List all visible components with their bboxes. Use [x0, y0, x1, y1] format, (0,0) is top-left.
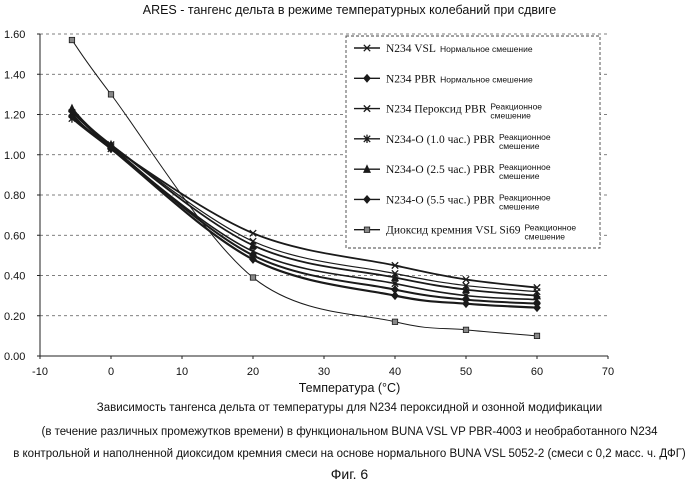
legend-series-note: Реакционное [525, 223, 577, 233]
figure-number: Фиг. 6 [330, 466, 369, 482]
data-point [462, 326, 470, 333]
data-point [68, 106, 76, 115]
data-point [68, 36, 76, 44]
legend-marker [363, 194, 371, 204]
legend-series-note: Нормальное смешение [440, 44, 533, 54]
y-tick-label: 1.60 [4, 29, 25, 41]
caption-line-1: Зависимость тангенса дельта от температу… [96, 402, 603, 414]
y-tick-label: 0.60 [4, 230, 25, 242]
x-tick-label: 0 [108, 366, 114, 378]
legend-series-name: N234-O (5.5 час.) PBR [386, 194, 495, 206]
legend-series-note: Нормальное смешение [440, 74, 533, 84]
data-point [249, 229, 257, 237]
x-axis-label: Температура (°С) [298, 381, 401, 395]
y-tick-label: 0.80 [4, 190, 25, 202]
y-tick-label: 0.00 [4, 351, 25, 363]
data-point [391, 272, 399, 282]
legend-series-name: N234 PBR [386, 73, 436, 85]
data-point [249, 274, 257, 281]
legend-series-note: Реакционное [499, 192, 551, 202]
data-point [533, 290, 541, 300]
legend-series-name: N234-O (1.0 час.) PBR [386, 134, 495, 146]
y-tick-label: 1.00 [4, 150, 25, 162]
x-tick-label: 30 [318, 366, 330, 378]
legend-series-note: смешение [499, 141, 540, 151]
legend-marker [363, 44, 371, 52]
legend-series-name: N234 Пероксид PBR [386, 104, 487, 116]
legend-series-note: Реакционное [499, 132, 551, 142]
x-tick-label: 50 [460, 366, 472, 378]
x-tick-label: 60 [531, 366, 543, 378]
data-point [391, 318, 399, 325]
legend-box [345, 35, 601, 249]
y-tick-label: 1.40 [4, 69, 25, 81]
legend-marker [363, 73, 371, 83]
data-point [107, 91, 115, 98]
data-point [107, 142, 115, 152]
legend-series-note: смешение [499, 171, 540, 181]
legend-marker [363, 164, 371, 173]
data-point [462, 295, 470, 305]
legend-marker [363, 226, 371, 233]
data-point [249, 250, 257, 260]
chart-title: ARES - тангенс дельта в режиме температу… [142, 3, 557, 17]
data-point [533, 332, 541, 339]
data-point [533, 299, 541, 309]
legend-marker [363, 134, 371, 144]
caption-line-2: (в течение различных промежутков времени… [41, 426, 658, 438]
legend-series-name: N234 VSL [386, 43, 436, 55]
data-point [391, 285, 399, 295]
data-point [391, 291, 399, 301]
data-point [391, 261, 399, 270]
y-tick-label: 0.20 [4, 311, 25, 323]
legend-series-name: Диоксид кремния VSL Si69 [386, 225, 521, 237]
x-tick-label: 70 [602, 366, 614, 378]
data-point [462, 284, 470, 294]
y-tick-label: 0.40 [4, 271, 25, 283]
data-point [68, 114, 76, 123]
x-tick-label: 10 [176, 366, 188, 378]
x-tick-label: -10 [32, 366, 48, 378]
legend-series-note: смешение [525, 232, 566, 242]
legend-marker [363, 104, 371, 113]
legend-series-note: Реакционное [490, 102, 542, 112]
legend-series-name: N234-O (2.5 час.) PBR [386, 164, 495, 176]
legend-series-note: смешение [499, 201, 540, 211]
y-tick-label: 1.20 [4, 110, 25, 122]
data-point [249, 240, 257, 250]
legend-series-note: Реакционное [499, 162, 551, 172]
caption-line-3: в контрольной и наполненной диоксидом кр… [13, 448, 686, 460]
x-tick-label: 20 [247, 366, 259, 378]
x-tick-label: 40 [389, 366, 401, 378]
data-point [462, 275, 470, 284]
legend-series-note: смешение [490, 111, 531, 121]
